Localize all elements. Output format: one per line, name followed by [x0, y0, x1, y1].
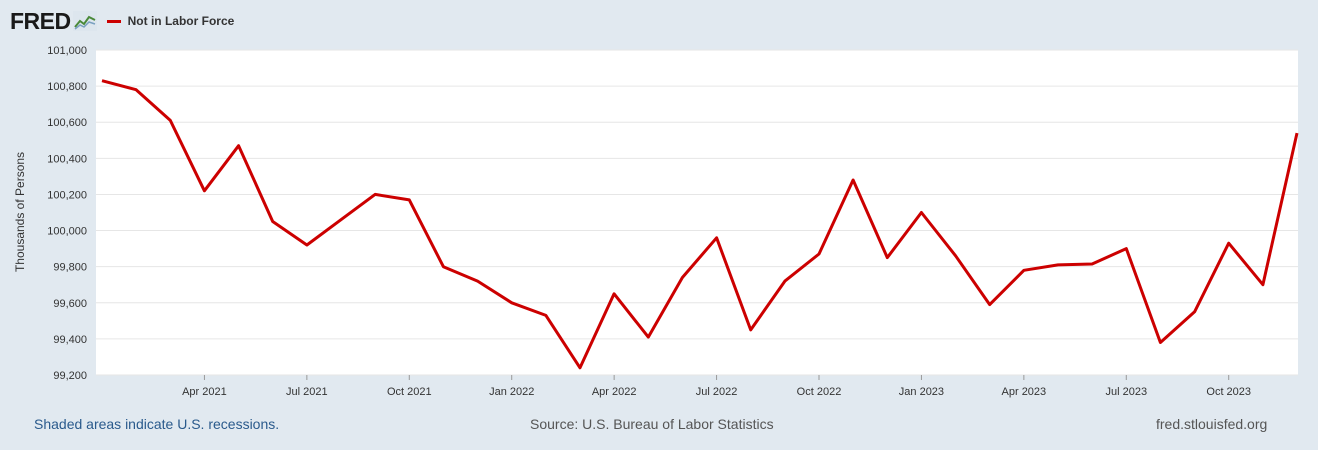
data-point[interactable]: 2022-03: 99240: [577, 365, 583, 371]
chart-header: FRED Not in Labor Force: [10, 8, 234, 34]
data-point[interactable]: 2022-12: 99850: [884, 255, 890, 261]
fred-logo-chart-icon: [72, 11, 97, 31]
data-point[interactable]: 2022-10: 99870: [816, 251, 822, 257]
data-point[interactable]: 2023-08: 99380: [1157, 340, 1163, 346]
data-point[interactable]: 2023-03: 99590: [987, 302, 993, 308]
y-axis-ticks: 99,200 99,400 99,600 99,800 100,000 100,200 10…: [47, 45, 87, 382]
data-point[interactable]: 2021-12: 99720: [475, 278, 481, 284]
x-axis-ticks: Apr 2021 Jul 2021 Oct 2021 Jan 2022 Apr 2022…: [182, 375, 1251, 398]
x-tick-label: Oct 2023: [1206, 386, 1251, 398]
y-tick-label: 99,800: [53, 262, 87, 274]
data-point[interactable]: 2022-04: 99650: [611, 291, 617, 297]
x-tick-label: Jul 2021: [286, 386, 328, 398]
fred-logo[interactable]: FRED: [10, 7, 71, 34]
data-point[interactable]: 2021-02: 100780: [133, 87, 139, 93]
plot-area: [96, 50, 1298, 375]
y-tick-label: 99,400: [53, 334, 87, 346]
x-tick-label: Jul 2023: [1105, 386, 1147, 398]
data-point[interactable]: 2021-08: 100060: [338, 217, 344, 223]
data-point[interactable]: 2021-11: 99800: [440, 264, 446, 270]
data-point[interactable]: 2021-01: 100830: [99, 78, 105, 84]
data-point[interactable]: 2023-06: 99815: [1089, 261, 1095, 267]
y-tick-label: 99,200: [53, 370, 87, 382]
data-point[interactable]: 2023-12: 100540: [1294, 130, 1300, 136]
recessions-note: Shaded areas indicate U.S. recessions.: [34, 416, 280, 432]
y-tick-label: 100,600: [47, 117, 87, 129]
data-point[interactable]: 2022-01: 99600: [509, 300, 515, 306]
legend-label: Not in Labor Force: [127, 14, 235, 28]
data-point[interactable]: 2022-02: 99530: [543, 312, 549, 318]
data-point[interactable]: 2023-11: 99700: [1260, 282, 1266, 288]
data-point[interactable]: 2021-04: 100220: [201, 188, 207, 194]
series-line-not-in-labor-force[interactable]: [101, 79, 1299, 370]
y-tick-label: 100,000: [47, 226, 87, 238]
x-tick-label: Apr 2023: [1002, 386, 1047, 398]
data-point[interactable]: 2022-08: 99450: [748, 327, 754, 333]
x-tick-label: Apr 2022: [592, 386, 637, 398]
y-tick-label: 100,800: [47, 81, 87, 93]
data-point[interactable]: 2021-05: 100470: [236, 143, 242, 149]
y-tick-label: 101,000: [47, 45, 87, 57]
data-point[interactable]: 2021-10: 100170: [406, 197, 412, 203]
site-link[interactable]: fred.stlouisfed.org: [1156, 416, 1268, 432]
x-tick-label: Jan 2022: [489, 386, 534, 398]
data-point[interactable]: 2023-07: 99900: [1123, 246, 1129, 252]
x-tick-label: Oct 2021: [387, 386, 432, 398]
x-tick-label: Jul 2022: [696, 386, 738, 398]
x-tick-label: Jan 2023: [899, 386, 944, 398]
x-tick-label: Apr 2021: [182, 386, 227, 398]
data-point[interactable]: 2023-02: 99860: [953, 253, 959, 259]
data-point[interactable]: 2023-10: 99930: [1226, 240, 1232, 246]
source-text: Source: U.S. Bureau of Labor Statistics: [530, 416, 774, 432]
grid-lines: [96, 49, 1298, 376]
data-point[interactable]: 2023-01: 100100: [918, 210, 924, 216]
data-point[interactable]: 2022-11: 100280: [850, 177, 856, 183]
data-point[interactable]: 2022-09: 99720: [782, 278, 788, 284]
y-tick-label: 99,600: [53, 298, 87, 310]
data-point[interactable]: 2021-06: 100050: [270, 219, 276, 225]
data-point[interactable]: 2022-06: 99740: [679, 275, 685, 281]
x-tick-label: Oct 2022: [797, 386, 842, 398]
data-point[interactable]: 2022-05: 99410: [645, 334, 651, 340]
y-tick-label: 100,200: [47, 189, 87, 201]
legend: Not in Labor Force: [106, 14, 235, 28]
data-point[interactable]: 2023-09: 99550: [1192, 309, 1198, 315]
data-point[interactable]: 2021-09: 100200: [372, 191, 378, 197]
line-chart: 99,200 99,400 99,600 99,800 100,000 100,200 10…: [13, 45, 1300, 398]
legend-swatch: [106, 19, 121, 23]
data-point[interactable]: 2022-07: 99960: [714, 235, 720, 241]
y-tick-label: 100,400: [47, 153, 87, 165]
data-point[interactable]: 2021-07: 99920: [304, 242, 310, 248]
data-point[interactable]: 2023-04: 99780: [1021, 267, 1027, 273]
data-point[interactable]: 2021-03: 100610: [167, 117, 173, 123]
data-point[interactable]: 2023-05: 99810: [1055, 262, 1061, 268]
y-axis-label: Thousands of Persons: [13, 152, 27, 272]
